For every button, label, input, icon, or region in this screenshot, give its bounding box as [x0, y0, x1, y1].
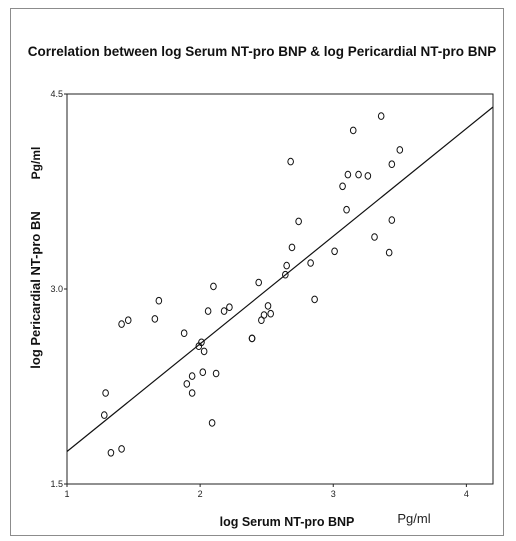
- x-tick-label: 4: [464, 489, 469, 499]
- data-point: [355, 170, 362, 179]
- data-point: [364, 172, 372, 180]
- x-axis: 1 2 3 4: [64, 484, 469, 499]
- y-tick-label: 3.0: [50, 284, 63, 294]
- data-point: [388, 216, 396, 224]
- data-point: [255, 278, 263, 287]
- data-point: [226, 303, 233, 312]
- data-point: [282, 270, 289, 279]
- x-axis-label: log Serum NT-pro BNP: [220, 515, 355, 529]
- data-point: [267, 309, 274, 318]
- data-point: [212, 369, 220, 378]
- y-axis-label: log Pericardial NT-pro BN: [28, 211, 43, 368]
- y-tick-label: 1.5: [50, 479, 63, 489]
- data-point: [295, 217, 302, 226]
- data-point: [385, 248, 393, 257]
- x-axis-unit: Pg/ml: [397, 511, 430, 526]
- data-point: [155, 296, 163, 305]
- data-point: [102, 389, 109, 397]
- chart-title: Correlation between log Serum NT-pro BNP…: [28, 44, 497, 59]
- data-point: [118, 320, 125, 328]
- x-tick-label: 1: [64, 489, 69, 499]
- chart-frame: [10, 8, 504, 536]
- data-point: [287, 157, 294, 166]
- data-point: [331, 247, 338, 256]
- data-point: [260, 311, 268, 319]
- data-point: [200, 347, 208, 356]
- data-point: [220, 307, 228, 315]
- data-points: [100, 112, 404, 457]
- data-point: [307, 259, 314, 267]
- y-axis: 1.5 3.0 4.5: [50, 89, 67, 489]
- data-point: [248, 334, 256, 343]
- data-point: [349, 126, 357, 135]
- data-point: [339, 182, 346, 191]
- data-point: [183, 380, 191, 388]
- data-point: [124, 316, 132, 325]
- data-point: [188, 389, 196, 397]
- x-tick-label: 2: [198, 489, 203, 499]
- data-point: [396, 146, 404, 154]
- data-point: [283, 261, 290, 270]
- data-point: [371, 233, 378, 241]
- data-point: [343, 205, 350, 214]
- data-point: [377, 112, 385, 120]
- data-point: [204, 307, 212, 315]
- data-point: [188, 372, 196, 380]
- data-point: [180, 329, 188, 338]
- data-point: [199, 368, 207, 377]
- regression-line: [66, 106, 494, 452]
- data-point: [107, 449, 115, 457]
- data-point: [311, 295, 318, 304]
- data-point: [118, 445, 125, 453]
- data-point: [210, 282, 217, 291]
- y-tick-label: 4.5: [50, 89, 63, 99]
- plot-area: [66, 93, 494, 485]
- data-point: [264, 302, 272, 310]
- y-axis-unit: Pg/ml: [29, 147, 43, 180]
- data-point: [100, 411, 108, 419]
- data-point: [288, 243, 296, 252]
- data-point: [208, 419, 216, 427]
- data-point: [388, 160, 396, 168]
- data-point: [151, 315, 159, 323]
- data-point: [198, 338, 205, 347]
- x-tick-label: 3: [331, 489, 336, 499]
- data-point: [344, 170, 352, 179]
